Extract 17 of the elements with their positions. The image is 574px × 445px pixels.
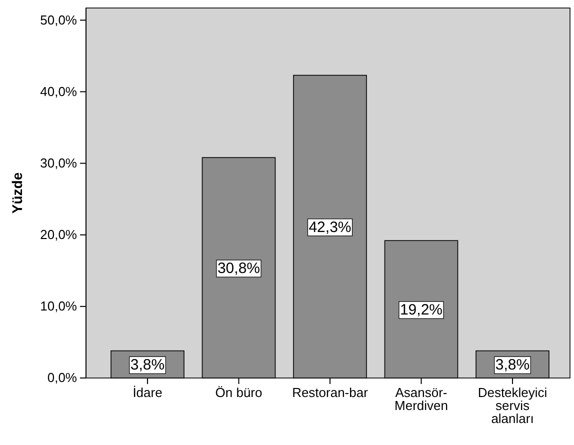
y-tick-label: 20,0%	[40, 227, 78, 242]
data-label: 42,3%	[308, 218, 352, 236]
y-tick-label: 50,0%	[40, 12, 78, 28]
x-tick-label: İdare	[132, 385, 162, 400]
x-tick-label: Asansör- Merdiven	[394, 385, 448, 413]
data-label: 30,8%	[217, 260, 260, 278]
x-tick-label: Restoran-bar	[292, 385, 369, 400]
x-tick-label: Ön büro	[215, 385, 262, 400]
y-axis-title: Yüzde	[9, 172, 25, 214]
y-tick-label: 0,0%	[47, 370, 78, 386]
y-tick-label: 10,0%	[40, 298, 78, 314]
data-label: 3,8%	[130, 356, 165, 374]
x-tick-label: Destekleyici servis alanları	[478, 385, 548, 426]
data-label: 19,2%	[400, 302, 443, 319]
y-tick-label: 40,0%	[40, 84, 78, 99]
y-tick-label: 30,0%	[40, 155, 78, 170]
data-label: 3,8%	[495, 356, 530, 374]
